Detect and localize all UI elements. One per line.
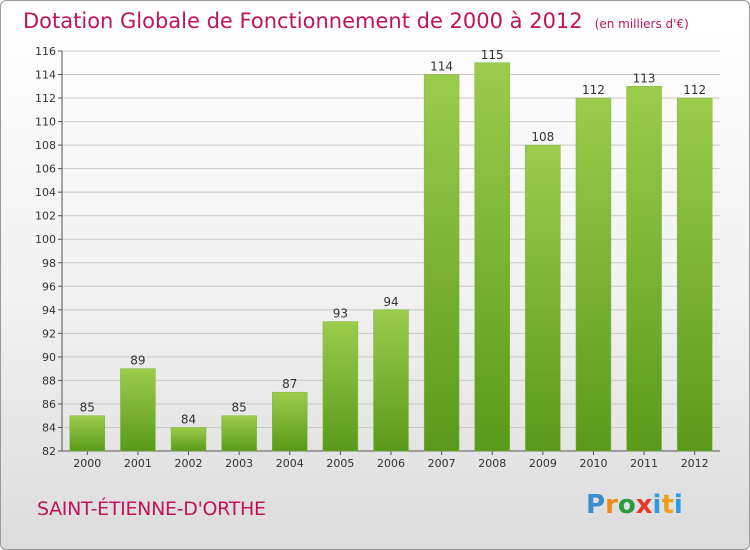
bar: [525, 144, 561, 452]
y-tick-label: 98: [42, 257, 56, 270]
data-label: 89: [130, 354, 145, 368]
bar: [322, 321, 359, 452]
x-tick-label: 2001: [124, 457, 152, 470]
y-tick-label: 100: [35, 233, 56, 246]
y-tick-label: 96: [42, 280, 56, 293]
bar: [423, 74, 460, 452]
bar: [676, 97, 713, 452]
x-tick-label: 2012: [681, 457, 709, 470]
x-tick-label: 2005: [326, 457, 354, 470]
proxiti-logo: Proxiti: [586, 490, 683, 520]
x-tick-label: 2011: [630, 457, 658, 470]
chart-title-text: Dotation Globale de Fonctionnement de 20…: [23, 9, 583, 33]
y-tick-label: 108: [35, 139, 56, 152]
data-label: 112: [582, 83, 605, 97]
x-tick-label: 2002: [175, 457, 203, 470]
x-tick-label: 2008: [478, 457, 506, 470]
x-tick-label: 2009: [529, 457, 557, 470]
y-tick-label: 84: [42, 421, 56, 434]
bars: [69, 62, 713, 452]
chart-title: Dotation Globale de Fonctionnement de 20…: [23, 9, 689, 33]
x-tick-label: 2003: [225, 457, 253, 470]
bar: [373, 309, 409, 452]
y-tick-label: 82: [42, 445, 56, 458]
chart-subtitle: (en milliers d'€): [594, 17, 689, 31]
y-tick-label: 94: [42, 304, 56, 317]
x-tick-label: 2000: [73, 457, 101, 470]
y-tick-label: 112: [35, 92, 56, 105]
y-tick-label: 90: [42, 351, 56, 364]
y-tick-label: 102: [35, 210, 56, 223]
bar: [474, 62, 510, 452]
x-tick-label: 2004: [276, 457, 304, 470]
bar: [170, 427, 207, 452]
data-label: 85: [80, 401, 95, 415]
data-label: 93: [333, 307, 348, 321]
y-tick-label: 106: [35, 163, 56, 176]
data-label: 85: [232, 401, 247, 415]
x-tick-label: 2006: [377, 457, 405, 470]
bar: [272, 391, 308, 452]
bar: [69, 415, 106, 452]
bar: [626, 86, 662, 452]
y-tick-label: 86: [42, 398, 56, 411]
bar: [120, 368, 156, 452]
x-tick-label: 2007: [428, 457, 456, 470]
y-tick-label: 110: [35, 116, 56, 129]
data-label: 112: [683, 83, 706, 97]
labels: 82 84 86 88 90 92 94 96 98 100 102 104 106 108 110 112 1…: [35, 45, 709, 470]
data-label: 113: [633, 71, 656, 85]
x-tick-label: 2010: [579, 457, 607, 470]
data-label: 94: [383, 295, 398, 309]
y-tick-label: 92: [42, 327, 56, 340]
bar: [221, 415, 257, 452]
data-label: 108: [531, 130, 554, 144]
data-label: 84: [181, 412, 196, 426]
data-label: 87: [282, 377, 297, 391]
data-label: 114: [430, 60, 453, 74]
y-tick-label: 104: [35, 186, 56, 199]
y-tick-label: 116: [35, 45, 56, 58]
y-tick-label: 88: [42, 374, 56, 387]
bar: [575, 97, 612, 452]
y-tick-label: 114: [35, 69, 56, 82]
data-label: 115: [481, 48, 504, 62]
commune-name: SAINT-ÉTIENNE-D'ORTHE: [37, 498, 266, 520]
